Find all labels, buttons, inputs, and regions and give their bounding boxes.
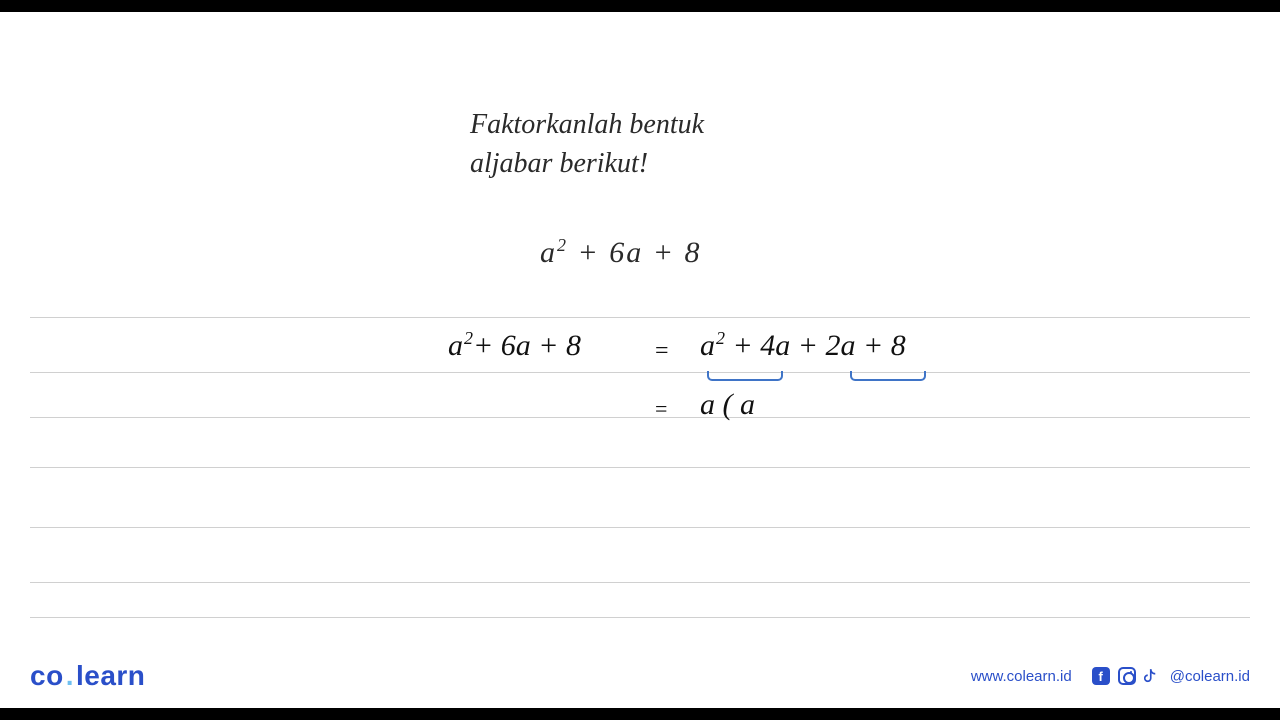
rule-line (30, 417, 1250, 418)
problem-expression: a2 + 6a + 8 (540, 235, 702, 270)
footer: co.learn www.colearn.id f @colearn.id (30, 660, 1250, 692)
letterbox-bottom (0, 708, 1280, 720)
rule-line (30, 372, 1250, 373)
rule-line (30, 317, 1250, 318)
prompt-line1: Faktorkanlah bentuk (470, 109, 704, 140)
expr-rest: + 6a + 8 (568, 236, 702, 269)
lhs-a: a (448, 329, 463, 362)
handwritten-rhs: a2 + 4a + 2a + 8 (700, 328, 906, 363)
rule-line (30, 582, 1250, 583)
rule-line (30, 617, 1250, 618)
underbrace-group-1 (707, 371, 783, 381)
problem-prompt: Faktorkanlah bentuk aljabar berikut! (470, 105, 830, 183)
letterbox-top (0, 0, 1280, 12)
equals-sign-1: = (655, 338, 669, 365)
equals-sign-2: = (655, 396, 667, 422)
instagram-icon (1118, 667, 1136, 685)
social-icons: f @colearn.id (1092, 667, 1250, 685)
underbrace-group-2 (850, 371, 926, 381)
tiktok-icon (1144, 667, 1162, 685)
rule-line (30, 527, 1250, 528)
rule-line (30, 467, 1250, 468)
expr-a: a (540, 236, 557, 269)
lhs-exp: 2 (464, 328, 473, 348)
social-handle: @colearn.id (1170, 668, 1250, 685)
handwritten-line2: a ( a (700, 388, 755, 422)
brand-part-a: co (30, 660, 64, 691)
handwritten-lhs: a2+ 6a + 8 (448, 328, 581, 363)
footer-right: www.colearn.id f @colearn.id (971, 667, 1250, 685)
rhs-a: a (700, 329, 715, 362)
facebook-icon: f (1092, 667, 1110, 685)
rhs-exp: 2 (716, 328, 725, 348)
website-url: www.colearn.id (971, 668, 1072, 685)
expr-exp: 2 (557, 235, 568, 255)
prompt-line2: aljabar berikut! (470, 148, 648, 179)
brand-part-b: learn (76, 660, 145, 691)
brand-logo: co.learn (30, 660, 145, 692)
lhs-rest: + 6a + 8 (473, 329, 581, 362)
rhs-rest: + 4a + 2a + 8 (725, 329, 906, 362)
brand-dot: . (66, 660, 74, 691)
